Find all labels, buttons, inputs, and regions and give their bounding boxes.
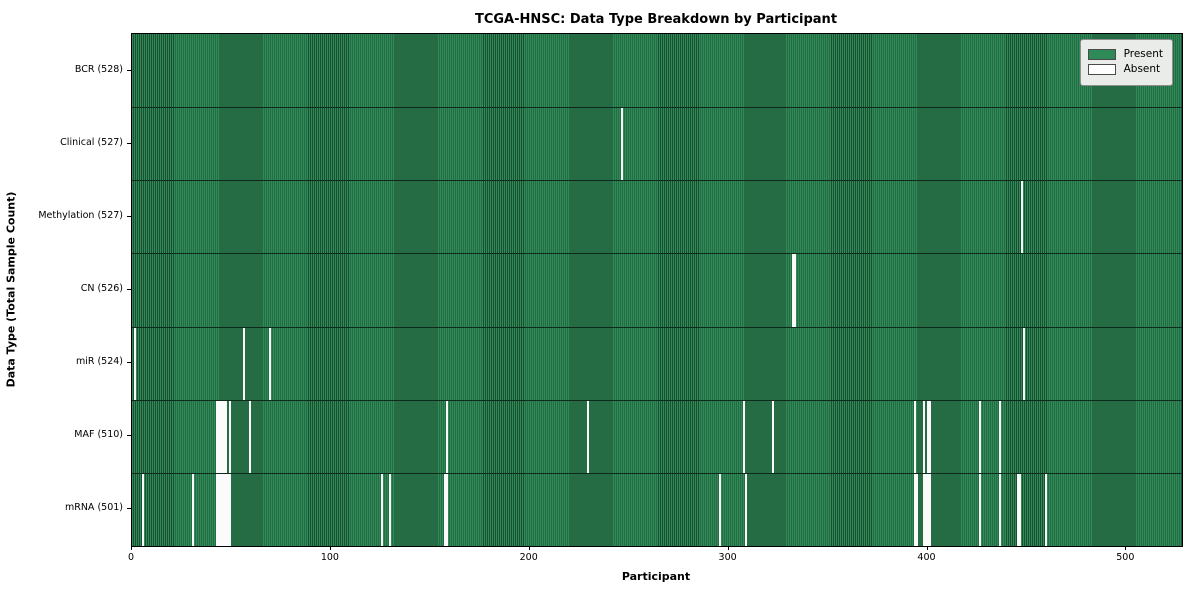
y-tick-mark — [127, 142, 131, 144]
y-tick-mark — [127, 69, 131, 71]
absent-mark — [229, 473, 232, 546]
absent-mark — [141, 473, 144, 546]
absent-mark — [133, 327, 136, 400]
absent-mark — [446, 473, 449, 546]
absent-mark — [221, 400, 224, 473]
absent-mark — [229, 400, 232, 473]
absent-mark — [217, 473, 220, 546]
data-row-bcr — [132, 34, 1182, 108]
x-tick-label: 200 — [519, 552, 538, 563]
x-tick-mark — [131, 546, 132, 550]
absent-mark — [225, 473, 228, 546]
absent-mark — [269, 327, 272, 400]
absent-mark — [929, 473, 932, 546]
y-tick-label: MAF (510) — [74, 429, 123, 441]
absent-mark — [1020, 181, 1023, 254]
absent-mark — [792, 254, 795, 327]
absent-mark — [217, 400, 220, 473]
legend-item-absent: Absent — [1087, 63, 1163, 76]
legend-label-present: Present — [1123, 48, 1163, 61]
absent-mark — [380, 473, 383, 546]
x-axis-label: Participant — [621, 570, 691, 583]
y-tick-mark — [127, 508, 131, 510]
y-tick-label: Methylation (527) — [38, 209, 123, 221]
absent-mark — [215, 400, 218, 473]
chart-title: TCGA-HNSC: Data Type Breakdown by Partic… — [474, 12, 838, 27]
absent-mark — [999, 473, 1002, 546]
absent-mark — [915, 473, 918, 546]
y-tick-label: Clinical (527) — [60, 136, 123, 148]
absent-mark — [1022, 327, 1025, 400]
legend-label-absent: Absent — [1123, 63, 1161, 76]
absent-mark — [219, 400, 222, 473]
absent-mark — [227, 473, 230, 546]
absent-mark — [446, 400, 449, 473]
absent-mark — [913, 473, 916, 546]
y-tick-mark — [127, 362, 131, 364]
x-tick-mark — [329, 546, 331, 550]
absent-mark — [1016, 473, 1019, 546]
y-tick-label: BCR (528) — [74, 63, 123, 75]
absent-mark — [927, 400, 930, 473]
data-row-mrna — [132, 472, 1182, 546]
absent-mark — [923, 400, 926, 473]
absent-mark — [927, 473, 930, 546]
x-tick-mark — [528, 546, 530, 550]
y-tick-mark — [127, 435, 131, 437]
data-row-cn — [132, 253, 1182, 327]
plot-area: Present Absent — [131, 33, 1183, 547]
y-tick-mark — [127, 215, 131, 217]
absent-mark — [225, 400, 228, 473]
x-tick-mark — [1125, 546, 1127, 550]
absent-mark — [388, 473, 391, 546]
absent-mark — [742, 400, 745, 473]
data-row-mir — [132, 326, 1182, 400]
y-tick-label: mRNA (501) — [64, 502, 123, 514]
data-row-methylation — [132, 180, 1182, 254]
data-row-maf — [132, 399, 1182, 473]
absent-mark — [794, 254, 797, 327]
x-tick-mark — [727, 546, 729, 550]
absent-mark — [249, 400, 252, 473]
legend-swatch-absent-icon — [1087, 64, 1116, 75]
absent-mark — [744, 473, 747, 546]
x-tick-label: 300 — [718, 552, 737, 563]
legend-swatch-present-icon — [1087, 49, 1116, 60]
absent-mark — [587, 400, 590, 473]
legend-item-present: Present — [1087, 48, 1163, 61]
absent-mark — [1018, 473, 1021, 546]
x-tick-label: 400 — [917, 552, 936, 563]
x-tick-label: 500 — [1116, 552, 1135, 563]
x-tick-label: 100 — [320, 552, 339, 563]
absent-mark — [913, 400, 916, 473]
absent-mark — [1044, 473, 1047, 546]
absent-mark — [772, 400, 775, 473]
absent-mark — [999, 400, 1002, 473]
x-tick-mark — [926, 546, 928, 550]
absent-mark — [223, 473, 226, 546]
y-tick-mark — [127, 289, 131, 290]
absent-mark — [923, 473, 926, 546]
y-tick-label: miR (524) — [75, 356, 123, 368]
absent-mark — [718, 473, 721, 546]
absent-mark — [929, 400, 932, 473]
absent-mark — [979, 400, 982, 473]
absent-mark — [243, 327, 246, 400]
absent-mark — [444, 473, 447, 546]
data-row-clinical — [132, 107, 1182, 181]
absent-mark — [221, 473, 224, 546]
absent-mark — [925, 473, 928, 546]
absent-mark — [621, 108, 624, 181]
absent-mark — [215, 473, 218, 546]
absent-mark — [979, 473, 982, 546]
absent-mark — [219, 473, 222, 546]
x-tick-label: 0 — [127, 552, 135, 563]
absent-mark — [223, 400, 226, 473]
absent-mark — [191, 473, 194, 546]
y-tick-label: CN (526) — [80, 283, 123, 294]
legend: Present Absent — [1079, 39, 1173, 86]
